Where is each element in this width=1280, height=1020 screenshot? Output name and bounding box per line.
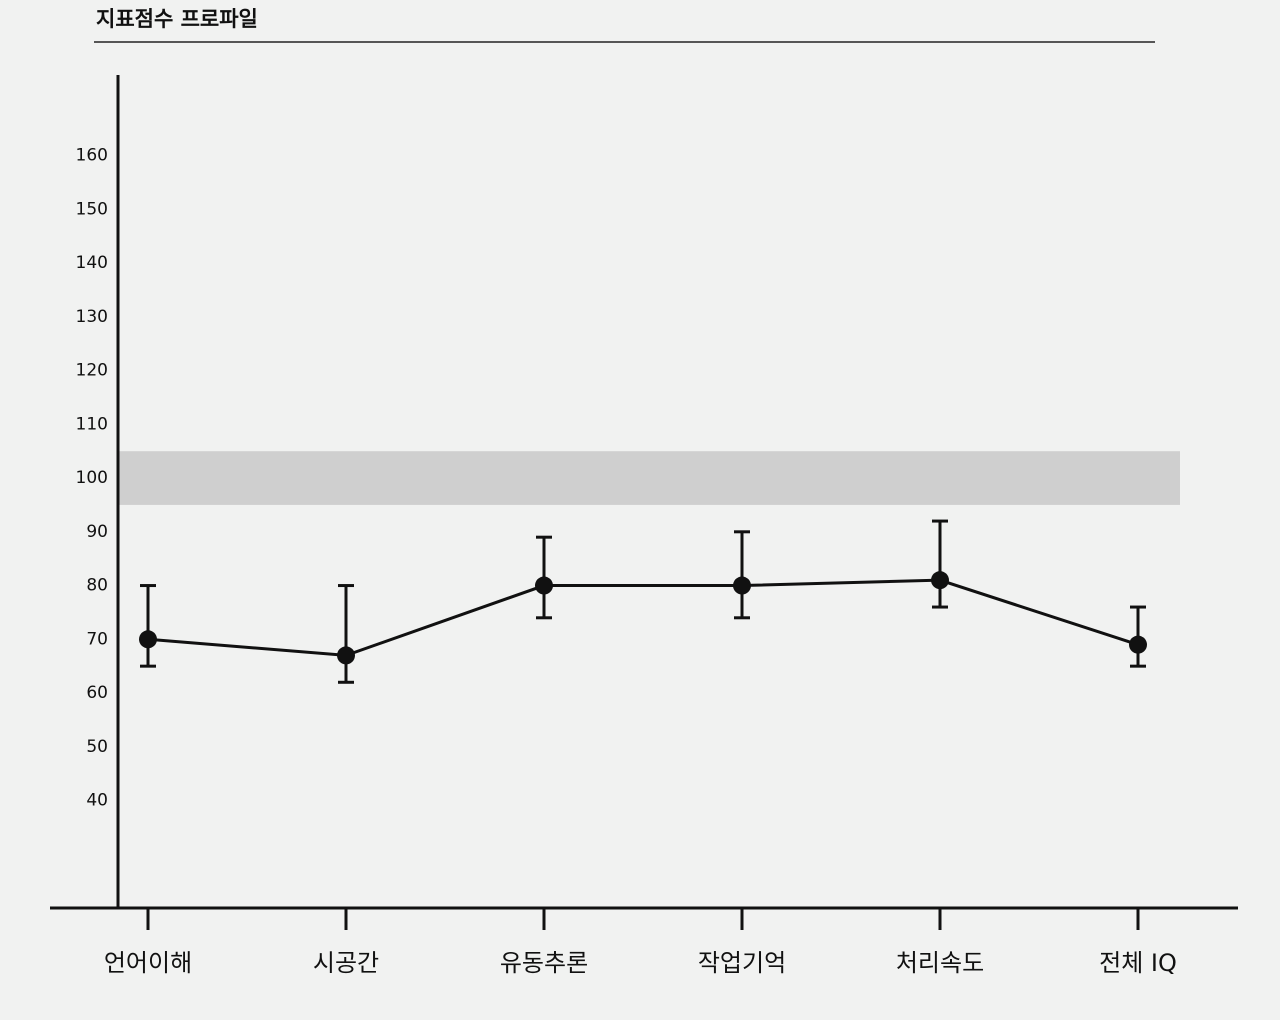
- y-tick-label: 90: [86, 522, 108, 542]
- data-point: [337, 646, 355, 665]
- y-tick-label: 140: [76, 253, 108, 273]
- x-tick-label: 작업기억: [698, 949, 786, 977]
- y-tick-label: 50: [86, 737, 108, 757]
- y-tick-label: 100: [76, 468, 108, 488]
- x-tick-label: 처리속도: [896, 949, 984, 977]
- data-point: [139, 630, 157, 649]
- x-tick-label: 유동추론: [500, 949, 588, 977]
- data-line: [147, 578, 1139, 657]
- y-tick-label: 80: [86, 576, 108, 596]
- reference-band: [118, 451, 1180, 505]
- x-tick-label: 언어이해: [104, 949, 192, 977]
- y-tick-label: 150: [76, 199, 108, 219]
- chart-title: 지표점수 프로파일: [96, 7, 258, 31]
- y-tick-label: 70: [86, 629, 108, 649]
- data-point: [733, 576, 751, 595]
- data-point: [1129, 635, 1147, 654]
- y-tick-label: 110: [76, 414, 108, 434]
- data-point: [931, 571, 949, 590]
- x-tick-label: 시공간: [313, 949, 379, 977]
- y-tick-label: 130: [76, 307, 108, 327]
- data-point: [535, 576, 553, 595]
- x-tick-label: 전체 IQ: [1099, 949, 1177, 977]
- y-tick-label: 40: [86, 791, 108, 811]
- y-tick-label: 60: [86, 683, 108, 703]
- y-tick-label: 120: [76, 361, 108, 381]
- y-tick-label: 160: [76, 146, 108, 166]
